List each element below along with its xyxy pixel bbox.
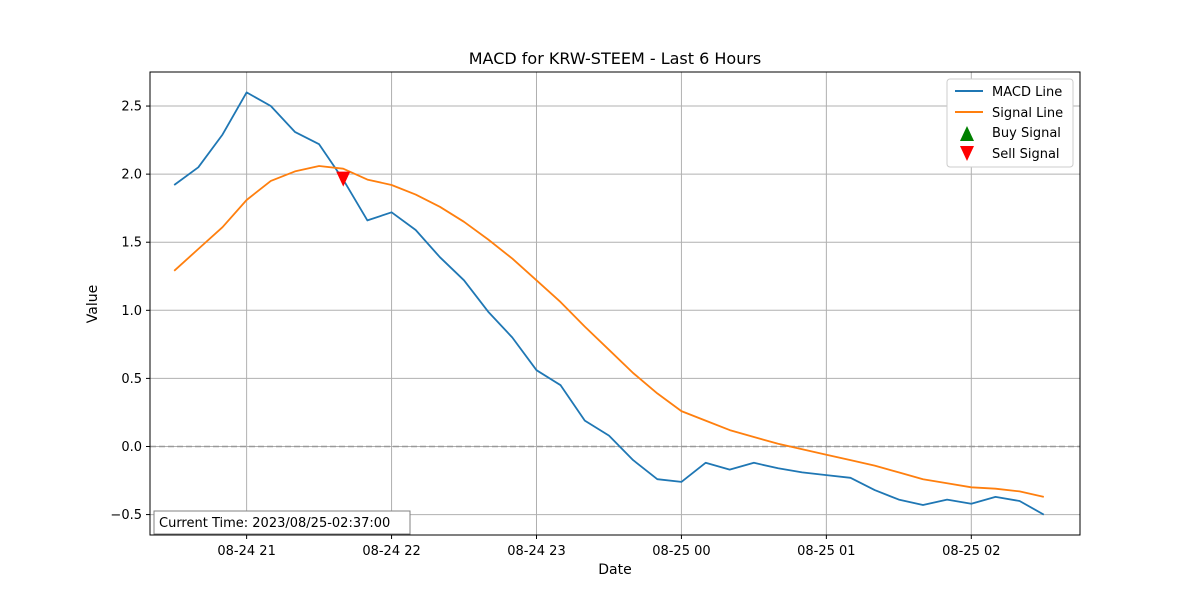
y-tick-label: 0.5 — [121, 372, 142, 387]
legend-buy-marker — [960, 126, 974, 141]
y-tick-label: 1.0 — [121, 304, 142, 319]
y-tick-label: 1.5 — [121, 236, 142, 251]
x-tick-label: 08-25 01 — [797, 544, 855, 559]
y-tick-label: 2.5 — [121, 100, 142, 115]
legend-sell-marker — [960, 146, 974, 161]
annotation-box — [153, 510, 411, 535]
legend-signal-label: Signal Line — [992, 106, 1063, 121]
series-lines — [173, 91, 1045, 516]
legend-box — [946, 78, 1074, 168]
signal-line-series — [173, 165, 1044, 498]
x-axis-ticks: 08-24 21 08-24 22 08-24 23 08-25 00 08-25 01… — [217, 535, 1001, 559]
x-axis-label: Date — [598, 562, 631, 578]
y-tick-label: 2.0 — [121, 168, 142, 183]
legend-buy-label: Buy Signal — [992, 126, 1061, 141]
current-time-annotation: Current Time: 2023/08/25-02:37:00 — [153, 510, 411, 535]
x-tick-label: 08-24 23 — [507, 544, 565, 559]
y-axis-ticks: −0.5 0.0 0.5 1.0 1.5 2.0 2.5 — [110, 100, 150, 523]
signal-markers — [336, 171, 351, 187]
macd-line-series — [173, 91, 1045, 516]
y-tick-label: 0.0 — [121, 440, 142, 455]
legend: MACD Line Signal Line Buy Signal Sell Si… — [946, 78, 1074, 168]
x-tick-label: 08-25 00 — [652, 544, 710, 559]
x-tick-label: 08-24 22 — [362, 544, 420, 559]
legend-macd-label: MACD Line — [992, 85, 1062, 100]
chart-title: MACD for KRW-STEEM - Last 6 Hours — [469, 49, 762, 68]
y-axis-label: Value — [85, 285, 101, 323]
x-tick-label: 08-25 02 — [942, 544, 1000, 559]
annotation-text: Current Time: 2023/08/25-02:37:00 — [159, 516, 390, 531]
y-tick-label: −0.5 — [110, 508, 142, 523]
sell-signal-marker — [336, 171, 351, 187]
plot-frame — [149, 71, 1081, 536]
legend-sell-label: Sell Signal — [992, 147, 1060, 162]
x-tick-label: 08-24 21 — [217, 544, 275, 559]
